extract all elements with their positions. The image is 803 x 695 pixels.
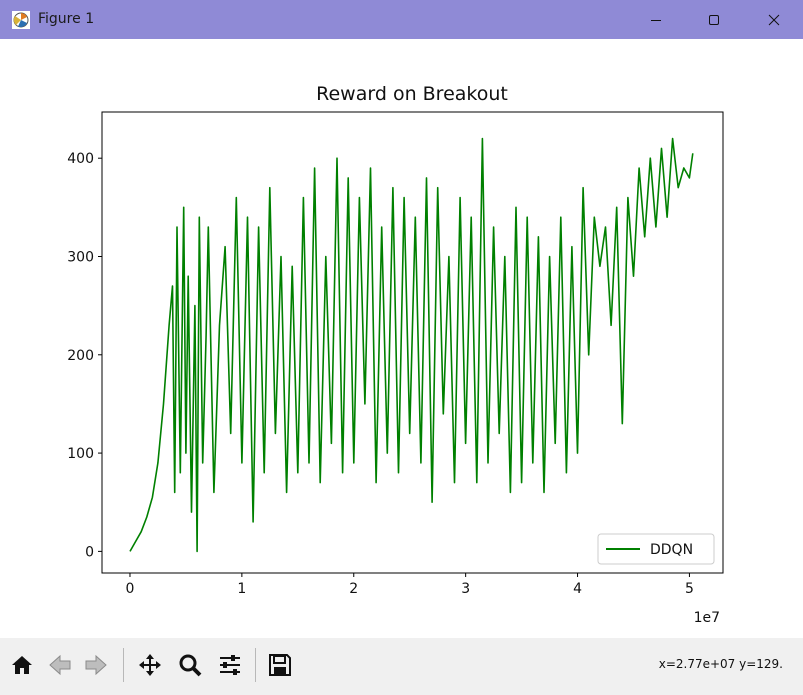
home-icon bbox=[12, 656, 32, 674]
y-tick-label: 300 bbox=[67, 249, 94, 265]
legend-label: DDQN bbox=[650, 542, 693, 558]
save-icon bbox=[269, 654, 291, 676]
toolbar-separator bbox=[123, 648, 124, 682]
x-offset-label: 1e7 bbox=[694, 610, 720, 626]
figure-canvas[interactable]: Reward on Breakout 0 1 2 3 4 5 0 100 200 300 400 1… bbox=[0, 39, 803, 638]
x-tick-label: 2 bbox=[349, 581, 358, 597]
forward-icon bbox=[85, 654, 107, 676]
close-icon bbox=[768, 14, 780, 25]
y-tick-label: 100 bbox=[67, 446, 94, 462]
maximize-button[interactable] bbox=[685, 0, 743, 39]
navigation-toolbar: x=2.77e+07 y=129. bbox=[0, 638, 803, 695]
reward-chart: Reward on Breakout 0 1 2 3 4 5 0 100 200 300 400 1… bbox=[67, 83, 724, 626]
back-icon bbox=[49, 654, 71, 676]
x-tick-label: 4 bbox=[573, 581, 582, 597]
zoom-icon bbox=[179, 654, 202, 677]
chart-title: Reward on Breakout bbox=[316, 83, 508, 105]
save-button[interactable] bbox=[264, 648, 296, 682]
matplotlib-logo-icon bbox=[12, 11, 30, 29]
toolbar-separator bbox=[255, 648, 256, 682]
configure-subplots-icon bbox=[220, 655, 240, 675]
minimize-icon bbox=[651, 19, 661, 21]
zoom-button[interactable] bbox=[174, 648, 206, 682]
x-tick-label: 1 bbox=[237, 581, 246, 597]
legend-box bbox=[597, 533, 715, 565]
x-tick-label: 5 bbox=[685, 581, 694, 597]
forward-button[interactable] bbox=[80, 648, 112, 682]
minimize-button[interactable] bbox=[627, 0, 685, 39]
x-tick-label: 3 bbox=[461, 581, 470, 597]
x-tick-label: 0 bbox=[126, 581, 135, 597]
cursor-coordinates: x=2.77e+07 y=129. bbox=[658, 657, 783, 671]
pan-button[interactable] bbox=[134, 648, 166, 682]
close-button[interactable] bbox=[745, 0, 803, 39]
window-title: Figure 1 bbox=[38, 11, 95, 27]
home-button[interactable] bbox=[6, 648, 38, 682]
window-titlebar: Figure 1 bbox=[0, 0, 803, 39]
back-button[interactable] bbox=[44, 648, 76, 682]
plot-frame bbox=[101, 111, 724, 574]
y-tick-label: 400 bbox=[67, 151, 94, 167]
legend: DDQN bbox=[597, 533, 715, 565]
series-line-ddqn bbox=[129, 137, 694, 553]
ticks-layer: 0 1 2 3 4 5 0 100 200 300 400 bbox=[67, 151, 694, 597]
series-layer bbox=[129, 137, 694, 553]
y-tick-label: 0 bbox=[85, 544, 94, 560]
maximize-icon bbox=[709, 14, 719, 25]
y-tick-label: 200 bbox=[67, 348, 94, 364]
configure-subplots-button[interactable] bbox=[214, 648, 246, 682]
pan-icon bbox=[139, 654, 161, 676]
